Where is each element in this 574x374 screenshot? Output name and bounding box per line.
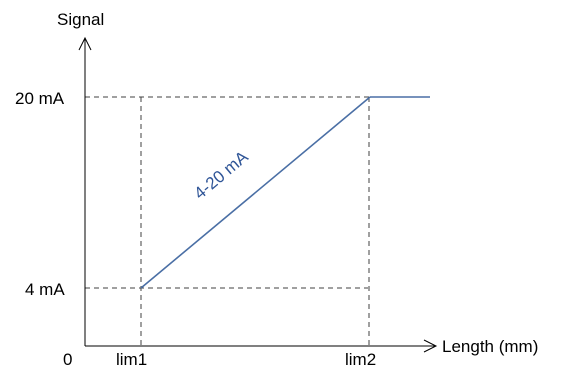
y-axis-label: Signal [57,10,104,29]
signal-ramp [140,96,371,289]
y-tick-label-20ma: 20 mA [15,89,65,108]
x-tick-label-lim2: lim2 [345,350,376,369]
x-axis-label: Length (mm) [442,337,538,356]
signal-line-label: 4-20 mA [190,147,252,203]
y-axis-arrow-icon [78,36,92,51]
x-tick-label-lim1: lim1 [116,350,147,369]
y-tick-label-4ma: 4 mA [25,280,65,299]
guide-lines [85,96,370,346]
signal-curve [140,96,430,289]
origin-label: 0 [63,350,72,369]
x-axis-arrow-icon [423,339,438,353]
axes [78,36,438,353]
